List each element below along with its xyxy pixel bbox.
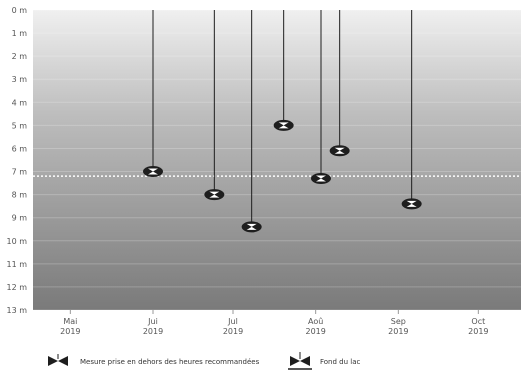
y-axis: 0 m 1 m 2 m 3 m 4 m 5 m 6 m 7 m 8 m 9 m 10 m 11 m 12… bbox=[6, 6, 27, 315]
disk-highlight bbox=[334, 150, 345, 154]
legend-item-outside-hours: Mesure prise en dehors des heures recomm… bbox=[48, 354, 260, 366]
disk-highlight bbox=[209, 194, 220, 198]
legend-label-outside-hours: Mesure prise en dehors des heures recomm… bbox=[80, 358, 260, 366]
plot-background bbox=[33, 10, 521, 310]
y-tick-label: 9 m bbox=[12, 214, 28, 223]
x-tick-month: Aoû bbox=[308, 317, 323, 326]
disk-highlight bbox=[278, 125, 289, 129]
y-tick-label: 6 m bbox=[12, 144, 28, 153]
x-tick-year: 2019 bbox=[305, 327, 325, 336]
disk-highlight bbox=[406, 200, 417, 204]
x-tick-month: Jui bbox=[147, 317, 158, 326]
disk-highlight bbox=[246, 223, 257, 227]
x-axis: Mai2019Jui2019Jul2019Aoû2019Sep2019Oct20… bbox=[60, 310, 489, 336]
x-tick-year: 2019 bbox=[60, 327, 80, 336]
legend-item-lake-bottom: Fond du lac bbox=[288, 352, 361, 370]
data-point bbox=[204, 10, 225, 201]
x-tick-year: 2019 bbox=[143, 327, 163, 336]
disk-highlight bbox=[406, 203, 417, 207]
data-point bbox=[329, 10, 350, 157]
y-tick-label: 0 m bbox=[12, 6, 28, 15]
disk-highlight bbox=[316, 175, 326, 179]
disk-marker-icon bbox=[48, 354, 68, 366]
y-tick-label: 12 m bbox=[6, 283, 27, 292]
lake-bottom-icon bbox=[288, 352, 312, 370]
disk-highlight bbox=[148, 171, 158, 175]
y-tick-label: 2 m bbox=[12, 52, 28, 61]
data-point bbox=[241, 10, 262, 233]
x-tick-year: 2019 bbox=[223, 327, 243, 336]
x-tick-month: Oct bbox=[471, 317, 485, 326]
y-tick-label: 11 m bbox=[6, 260, 27, 269]
x-tick-month: Sep bbox=[391, 317, 406, 326]
disk-highlight bbox=[246, 226, 257, 230]
legend-label-lake-bottom: Fond du lac bbox=[320, 358, 361, 366]
data-point bbox=[311, 10, 331, 184]
secchi-disk bbox=[241, 221, 262, 233]
data-point bbox=[143, 10, 163, 178]
data-point bbox=[273, 10, 294, 131]
y-tick-label: 7 m bbox=[12, 168, 28, 177]
y-tick-label: 5 m bbox=[12, 121, 28, 130]
disk-highlight bbox=[148, 168, 158, 172]
disk-highlight bbox=[316, 178, 326, 182]
y-tick-label: 4 m bbox=[12, 98, 28, 107]
legend: Mesure prise en dehors des heures recomm… bbox=[48, 352, 361, 370]
y-tick-label: 10 m bbox=[6, 237, 27, 246]
x-tick-year: 2019 bbox=[388, 327, 408, 336]
y-tick-label: 3 m bbox=[12, 75, 28, 84]
disk-highlight bbox=[209, 191, 220, 195]
data-points bbox=[143, 10, 422, 233]
y-tick-label: 13 m bbox=[6, 306, 27, 315]
x-tick-month: Mai bbox=[63, 317, 77, 326]
disk-highlight bbox=[278, 122, 289, 126]
y-tick-label: 1 m bbox=[12, 29, 28, 38]
x-tick-month: Jul bbox=[227, 317, 238, 326]
y-tick-label: 8 m bbox=[12, 191, 28, 200]
disk-highlight bbox=[334, 147, 345, 151]
data-point bbox=[401, 10, 422, 210]
x-tick-year: 2019 bbox=[468, 327, 488, 336]
